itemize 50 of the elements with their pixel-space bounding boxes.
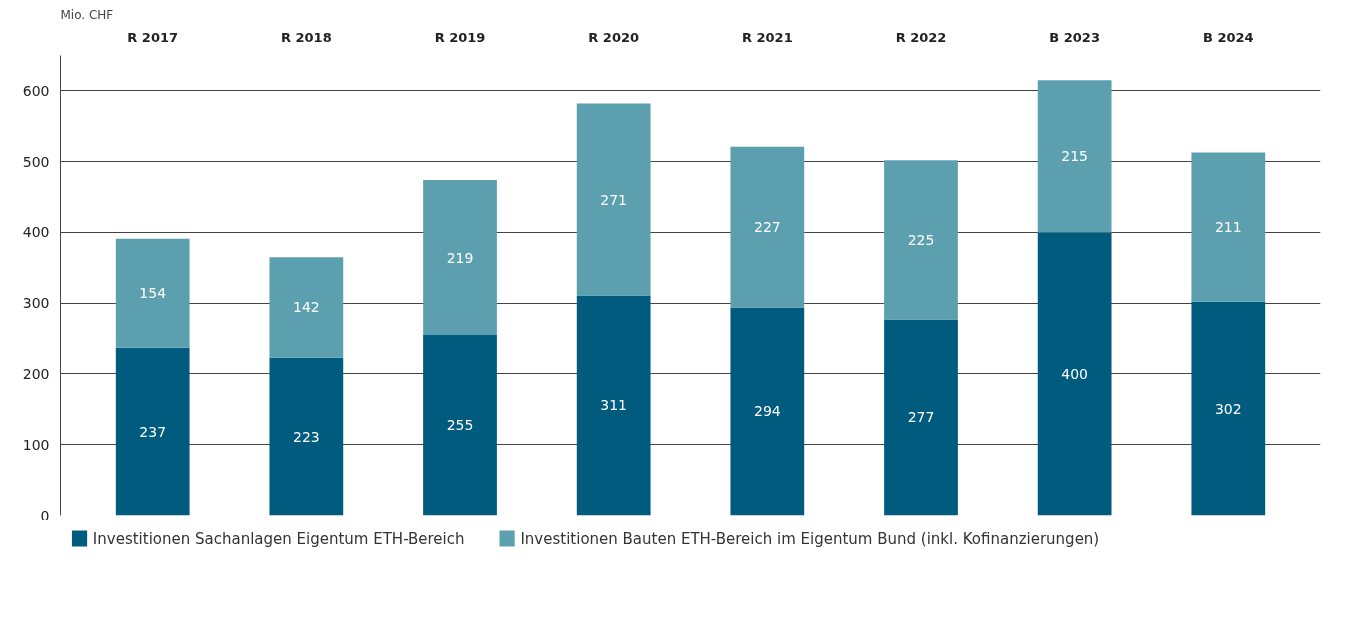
x-tick-label: R 2020 xyxy=(588,29,640,45)
bar xyxy=(884,319,958,516)
data-label: 294 xyxy=(753,403,781,420)
data-label: 277 xyxy=(907,409,935,426)
bar xyxy=(730,307,805,516)
data-label: 400 xyxy=(1061,365,1089,382)
bar xyxy=(115,238,190,348)
bar xyxy=(730,146,805,308)
x-tick-label: R 2019 xyxy=(434,29,486,45)
bar xyxy=(423,335,497,516)
x-tick-label: B 2024 xyxy=(1203,29,1254,45)
y-tick-label: 100 xyxy=(22,436,50,453)
bar xyxy=(269,357,344,516)
data-label: 255 xyxy=(446,417,474,434)
bar xyxy=(576,103,651,296)
legend-label: Investitionen Sachanlagen Eigentum ETH-Bereich xyxy=(92,529,465,548)
x-tick-label: R 2017 xyxy=(127,29,179,45)
bar xyxy=(1191,301,1266,516)
data-label: 154 xyxy=(139,285,167,302)
data-label: 211 xyxy=(1214,219,1242,236)
bar xyxy=(1037,80,1112,233)
y-tick-label: 300 xyxy=(22,295,50,312)
x-tick-label: B 2023 xyxy=(1049,29,1100,45)
legend-label: Investitionen Bauten ETH-Bereich im Eigentum Bund (inkl. Kofinanzierungen) xyxy=(520,529,1100,548)
y-axis-title: Mio. CHF xyxy=(60,7,114,22)
bar xyxy=(1191,152,1266,302)
y-tick-label: 0 xyxy=(40,507,50,524)
bar xyxy=(423,180,497,336)
y-tick-label: 200 xyxy=(22,365,50,382)
data-label: 223 xyxy=(292,428,320,445)
y-tick-label: 400 xyxy=(22,224,50,241)
bar xyxy=(115,347,190,516)
data-label: 219 xyxy=(446,249,474,266)
y-tick-label: 500 xyxy=(22,153,50,170)
data-label: 271 xyxy=(600,191,628,208)
data-label: 302 xyxy=(1214,400,1242,417)
data-label: 225 xyxy=(907,231,935,248)
x-tick-label: R 2022 xyxy=(895,29,947,45)
bar xyxy=(269,257,344,358)
data-label: 237 xyxy=(139,423,167,440)
data-label: 227 xyxy=(753,219,781,236)
bar xyxy=(884,160,958,320)
x-tick-label: R 2018 xyxy=(280,29,332,45)
bar xyxy=(1037,232,1112,516)
x-tick-label: R 2021 xyxy=(741,29,793,45)
data-label: 142 xyxy=(292,299,320,316)
data-label: 215 xyxy=(1061,148,1089,165)
y-tick-label: 600 xyxy=(22,82,50,99)
bar xyxy=(576,295,651,516)
data-label: 311 xyxy=(600,397,628,414)
